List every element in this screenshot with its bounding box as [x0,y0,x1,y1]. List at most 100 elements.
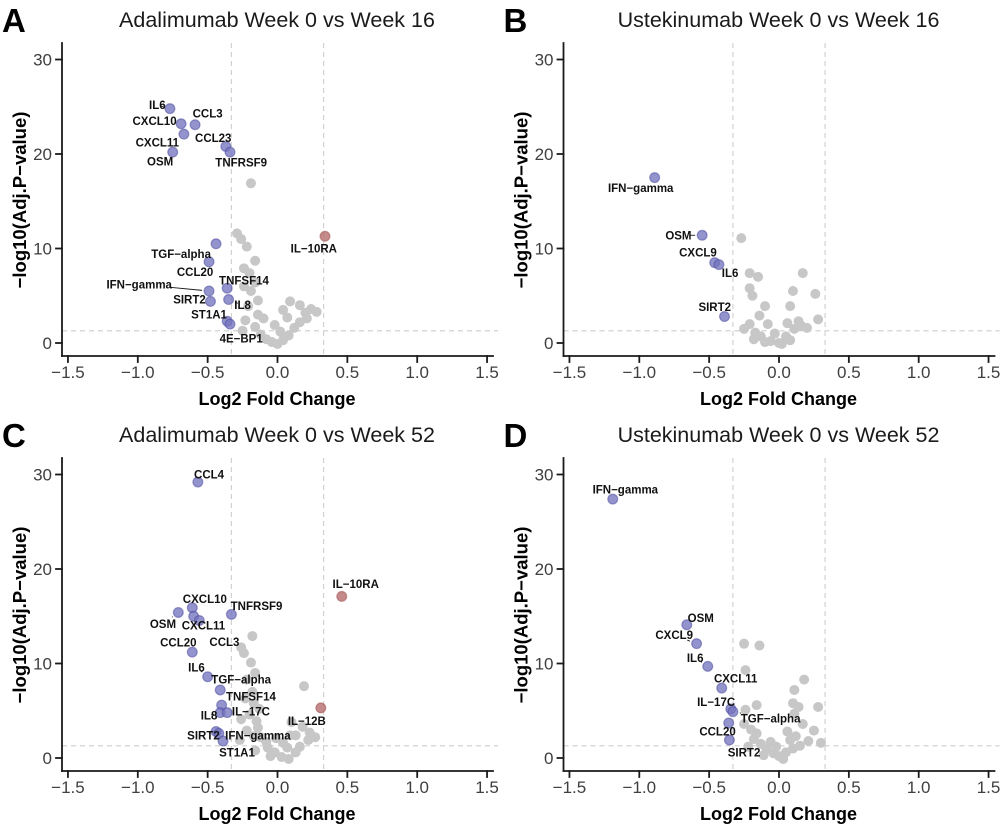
data-point-upregulated [319,230,331,242]
data-point-nonsignificant [740,665,751,676]
data-point-nonsignificant [797,268,808,279]
x-axis-label: Log2 Fold Change [199,804,356,824]
volcano-plot-D: D Ustekinumab Week 0 vs Week 52 −1.5 −1.0… [504,417,1001,824]
panel-B: B Ustekinumab Week 0 vs Week 16 −1.5 −1.0… [501,0,1003,415]
y-tick-label: 20 [535,560,554,579]
data-point-nonsignificant [754,310,765,321]
gene-label: CXCL9 [655,630,693,642]
plot-area: −1.5 −1.0 −0.5 0.0 0.5 1.0 1.5 0 10 20 30 CCL4 CXCL1… [33,457,499,797]
data-point-nonsignificant [247,686,258,697]
data-point-nonsignificant [782,318,793,329]
data-point-nonsignificant [799,674,810,685]
x-tick-label: −0.5 [191,778,225,797]
x-tick-label: 1.0 [405,778,429,797]
gene-label: CXCL11 [136,138,180,150]
data-point-nonsignificant [252,722,263,733]
data-point-nonsignificant [743,741,754,752]
data-point-nonsignificant [250,745,261,756]
x-tick-label: 0.0 [767,363,791,382]
x-tick-label: −1.0 [121,363,155,382]
data-point-downregulated [607,493,619,505]
gene-label: OSM [688,613,714,625]
gene-label: CCL3 [193,108,223,120]
data-point-downregulated [192,476,204,488]
data-point-downregulated [225,608,237,620]
data-point-downregulated [691,638,703,650]
x-tick-label: 0.5 [336,363,360,382]
data-point-downregulated [202,671,214,683]
data-point-downregulated [193,615,205,627]
data-point-downregulated [189,119,201,131]
panel-A: A Adalimumab Week 0 vs Week 16 −1.5 −1.0−… [0,0,501,415]
data-point-nonsignificant [785,301,796,312]
y-tick-label: 0 [544,749,553,768]
data-point-nonsignificant [250,321,261,332]
data-point-nonsignificant [793,316,804,327]
gene-label: IFN−gamma [608,183,674,195]
volcano-plot-C: C Adalimumab Week 0 vs Week 52 −1.5 −1.0−… [2,417,499,824]
data-point-nonsignificant [250,255,261,266]
data-point-nonsignificant [304,727,315,738]
data-point-nonsignificant [250,667,261,678]
gene-label: 4E−BP1 [220,333,264,345]
panel-C: C Adalimumab Week 0 vs Week 52 −1.5 −1.0−… [0,415,501,830]
data-point-nonsignificant [803,735,814,746]
gene-label: IL−10RA [333,579,379,591]
panel-title: Ustekinumab Week 0 vs Week 16 [618,8,940,32]
data-point-downregulated [167,146,179,158]
data-point-nonsignificant [794,740,805,751]
gene-label: TGF−alpha [151,249,211,261]
gene-label: CCL20 [699,727,735,739]
gene-label: IL6 [149,100,166,112]
data-point-downregulated [696,229,708,241]
y-axis-label: −log10(Adj.P−value) [9,527,30,704]
gene-label: OSM [665,230,691,242]
gene-label: IFN−gamma [593,485,659,497]
gene-label: TNFSF14 [226,692,276,704]
data-point-nonsignificant [813,701,824,712]
data-point-nonsignificant [254,703,265,714]
y-tick-label: 30 [535,51,554,70]
panel-title: Adalimumab Week 0 vs Week 52 [119,423,435,447]
gene-label: IL−10RA [291,244,337,256]
y-axis-label: −log10(Adj.P−value) [9,112,30,289]
data-point-nonsignificant [238,281,249,292]
data-point-nonsignificant [294,300,305,311]
data-point-nonsignificant [311,306,322,317]
gene-label: TGF−alpha [211,675,271,687]
data-point-nonsignificant [789,684,800,695]
x-tick-label: 0.0 [266,363,290,382]
data-point-nonsignificant [234,735,245,746]
data-point-nonsignificant [250,277,261,288]
data-point-nonsignificant [278,304,289,315]
data-point-nonsignificant [262,742,273,753]
data-point-nonsignificant [241,674,252,685]
plot-area: −1.5 −1.0 −0.5 0.0 0.5 1.0 1.5 0 10 20 30 IFN−gamma… [535,42,1000,382]
data-point-downregulated [727,706,739,718]
data-point-nonsignificant [739,638,750,649]
data-point-nonsignificant [754,640,765,651]
data-point-nonsignificant [747,290,758,301]
volcano-plot-B: B Ustekinumab Week 0 vs Week 16 −1.5 −1.0… [504,2,1001,409]
data-point-nonsignificant [785,335,796,346]
data-point-nonsignificant [789,708,800,719]
panel-letter: B [504,2,528,39]
data-point-nonsignificant [245,657,256,668]
x-tick-label: −1.5 [51,778,85,797]
label-leader-line [234,301,239,304]
data-point-nonsignificant [275,326,286,337]
data-point-nonsignificant [290,730,301,741]
data-point-nonsignificant [282,312,293,323]
data-point-nonsignificant [748,334,759,345]
x-tick-label: 0.0 [767,778,791,797]
gene-label: IL−17C [697,697,735,709]
y-tick-label: 0 [43,749,52,768]
data-point-nonsignificant [760,301,771,312]
data-point-downregulated [175,118,187,130]
x-tick-label: −1.0 [121,778,155,797]
data-point-downregulated [204,295,216,307]
data-point-downregulated [164,103,176,115]
gene-label: IL6 [687,653,704,665]
x-tick-label: 1.0 [907,778,931,797]
